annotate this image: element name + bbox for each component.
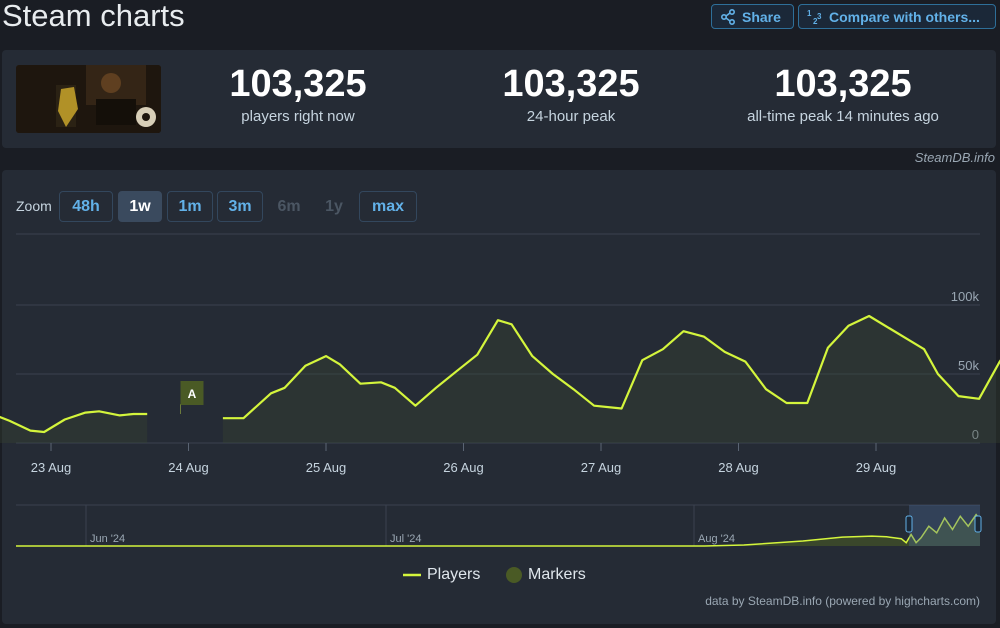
share-icon: [720, 8, 735, 25]
stat-24h-peak-label: 24-hour peak: [526, 108, 616, 125]
legend-markers-label: Markers: [528, 566, 586, 583]
zoom-6m-button: 6m: [277, 197, 301, 215]
legend-players-label: Players: [427, 566, 481, 583]
svg-text:2: 2: [813, 17, 818, 25]
zoom-1m-button[interactable]: 1m: [167, 191, 213, 222]
compare-button[interactable]: 1 2 3 Compare with others...: [798, 4, 996, 29]
zoom-1w-button[interactable]: 1w: [118, 191, 162, 222]
stat-24h-peak-value: 103,325: [502, 63, 640, 105]
chart-panel: [2, 170, 996, 624]
stat-current-value: 103,325: [229, 63, 367, 105]
svg-text:1: 1: [807, 9, 812, 18]
zoom-max-button[interactable]: max: [359, 191, 417, 222]
zoom-48h-button[interactable]: 48h: [59, 191, 113, 222]
stat-24h-peak: 103,325 24-hour peak: [471, 62, 671, 126]
stat-alltime-peak: 103,325 all-time peak 14 minutes ago: [718, 62, 968, 126]
zoom-label: Zoom: [16, 198, 52, 214]
stat-alltime-peak-label: all-time peak 14 minutes ago: [747, 108, 939, 125]
share-button[interactable]: Share: [711, 4, 794, 29]
share-label: Share: [742, 8, 781, 25]
svg-text:3: 3: [817, 12, 822, 21]
markers-legend-icon: [506, 567, 522, 583]
legend-players[interactable]: Players: [403, 566, 480, 584]
numbers-icon: 1 2 3: [807, 9, 822, 25]
game-thumbnail[interactable]: [16, 65, 161, 133]
footer-credit[interactable]: data by SteamDB.info (powered by highcha…: [705, 594, 980, 608]
stat-alltime-peak-value: 103,325: [774, 63, 912, 105]
site-credit[interactable]: SteamDB.info: [914, 150, 995, 165]
stat-current: 103,325 players right now: [198, 62, 398, 126]
legend-markers[interactable]: Markers: [505, 566, 586, 584]
zoom-1y-button: 1y: [325, 197, 343, 215]
game-thumbnail-image: [16, 65, 161, 133]
zoom-3m-button[interactable]: 3m: [217, 191, 263, 222]
players-legend-icon: [403, 573, 421, 577]
compare-label: Compare with others...: [829, 8, 980, 25]
page-title: Steam charts: [2, 0, 185, 33]
stats-panel: [2, 50, 996, 148]
stat-current-label: players right now: [241, 108, 355, 125]
